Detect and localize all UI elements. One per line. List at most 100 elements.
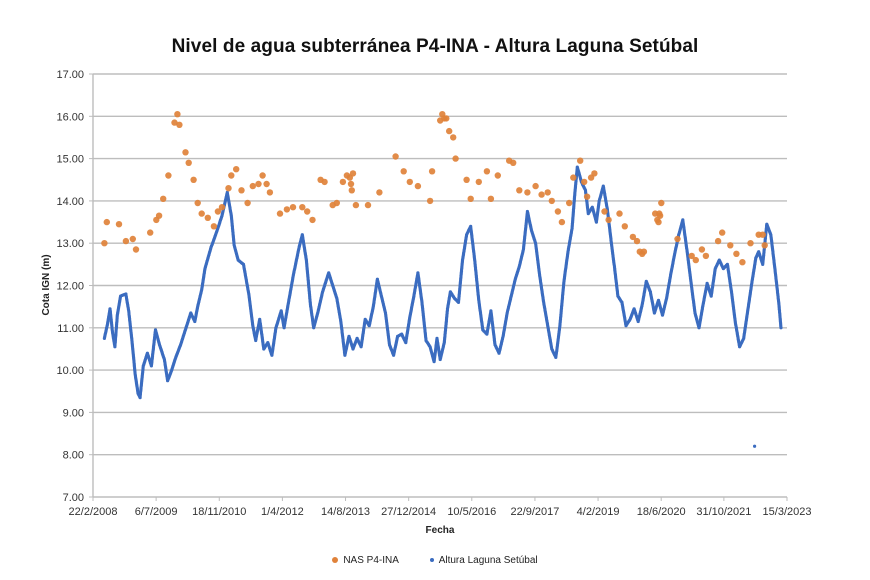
x-tick-label: 22/9/2017	[510, 506, 559, 518]
data-point-nas	[532, 182, 539, 190]
data-point-nas	[182, 149, 189, 156]
data-point-nas	[185, 159, 192, 166]
x-tick-label: 31/10/2021	[696, 506, 751, 518]
data-point-nas	[510, 159, 517, 166]
data-point-nas	[554, 208, 562, 215]
data-point-nas	[147, 229, 154, 236]
y-tick-labels: 7.00 8.00 9.00 10.00 11.00 12.00 13.00 14.00 15.…	[56, 69, 84, 504]
data-point-nas	[761, 242, 768, 249]
data-point-nas	[309, 216, 316, 224]
y-tick-label: 7.00	[63, 492, 84, 504]
x-tick-label: 10/5/2016	[447, 506, 496, 518]
y-axis-label: Cota IGN (m)	[41, 254, 52, 315]
data-point-nas	[190, 176, 197, 183]
data-point-nas	[347, 180, 355, 188]
data-point-nas	[414, 182, 422, 190]
data-point-nas	[467, 195, 474, 202]
data-point-nas	[376, 189, 383, 196]
data-point-nas	[129, 235, 136, 243]
x-tick-label: 1/4/2012	[261, 506, 304, 518]
data-point-nas	[406, 178, 413, 186]
x-tick-label: 18/6/2020	[637, 506, 686, 518]
data-point-nas	[165, 172, 172, 179]
data-point-nas	[583, 193, 591, 200]
data-point-nas	[400, 168, 407, 175]
data-point-nas	[228, 172, 235, 179]
data-point-nas	[214, 208, 222, 215]
data-point-nas	[581, 178, 588, 186]
series-nas-p4-ina	[101, 111, 768, 266]
data-point-nas	[443, 115, 450, 122]
data-point-nas	[339, 178, 347, 186]
y-tick-label: 14.00	[56, 196, 84, 208]
data-point-nas	[321, 178, 328, 186]
y-tick-label: 16.00	[56, 111, 84, 123]
legend-item-nas-p4-ina: NAS P4-INA	[332, 555, 399, 566]
x-tick-label: 22/2/2008	[69, 506, 118, 518]
data-point-nas	[616, 210, 623, 217]
data-point-nas	[210, 223, 218, 230]
data-point-altura	[779, 326, 783, 330]
y-tick-label: 15.00	[56, 154, 84, 166]
data-point-nas	[259, 172, 266, 179]
y-tick-label: 13.00	[56, 238, 84, 250]
legend-marker-orange	[332, 557, 339, 564]
data-point-nas	[426, 197, 434, 205]
data-point-nas	[702, 252, 710, 260]
data-point-nas	[727, 242, 734, 249]
data-point-nas	[452, 155, 459, 162]
data-point-nas	[739, 259, 746, 266]
legend-item-altura-laguna-setubal: Altura Laguna Setúbal	[429, 555, 538, 566]
data-point-nas	[364, 201, 372, 209]
data-point-nas	[171, 119, 178, 126]
data-point-nas	[674, 235, 681, 243]
y-tick-label: 10.00	[56, 365, 84, 377]
data-point-nas	[558, 218, 566, 226]
data-point-nas	[446, 127, 453, 135]
data-point-nas	[392, 153, 399, 160]
data-point-nas	[263, 180, 270, 188]
data-point-nas	[733, 250, 740, 257]
data-point-altura	[753, 444, 757, 448]
data-point-nas	[276, 210, 284, 217]
data-point-nas	[349, 170, 357, 177]
data-point-nas	[698, 246, 706, 253]
gridlines	[89, 73, 787, 498]
data-point-nas	[132, 246, 140, 253]
x-tick-label: 15/3/2023	[763, 506, 812, 518]
data-point-nas	[160, 195, 167, 202]
y-tick-label: 9.00	[63, 407, 84, 419]
data-point-nas	[747, 240, 754, 247]
legend: NAS P4-INA Altura Laguna Setúbal	[0, 555, 870, 566]
data-point-nas	[570, 174, 577, 181]
data-point-nas	[483, 168, 491, 175]
legend-label: NAS P4-INA	[343, 555, 399, 566]
data-point-nas	[428, 168, 436, 175]
series-altura-laguna-setubal	[102, 165, 783, 448]
data-point-nas	[225, 185, 232, 192]
data-point-nas	[289, 204, 297, 211]
x-tick-labels: 22/2/2008 6/7/2009 18/11/2010 1/4/2012 14/8/…	[69, 506, 812, 518]
x-tick-label: 18/11/2010	[192, 506, 246, 518]
data-point-nas	[249, 182, 256, 190]
data-point-nas	[103, 218, 111, 226]
x-axis-label: Fecha	[426, 525, 455, 536]
legend-label: Altura Laguna Setúbal	[438, 555, 538, 566]
data-point-nas	[348, 187, 355, 194]
data-point-nas	[255, 180, 262, 188]
x-tick-label: 27/12/2014	[381, 506, 436, 518]
data-point-nas	[629, 233, 637, 241]
data-point-nas	[759, 231, 766, 238]
x-tick-label: 6/7/2009	[135, 506, 178, 518]
y-tick-label: 17.00	[56, 69, 84, 81]
data-point-nas	[174, 111, 181, 118]
data-point-nas	[548, 197, 555, 205]
data-point-nas	[176, 121, 183, 128]
data-point-nas	[299, 204, 306, 211]
data-point-nas	[450, 134, 457, 141]
y-tick-label: 12.00	[56, 281, 84, 293]
data-point-nas	[333, 199, 340, 207]
data-point-nas	[714, 237, 722, 245]
data-point-nas	[688, 252, 695, 260]
